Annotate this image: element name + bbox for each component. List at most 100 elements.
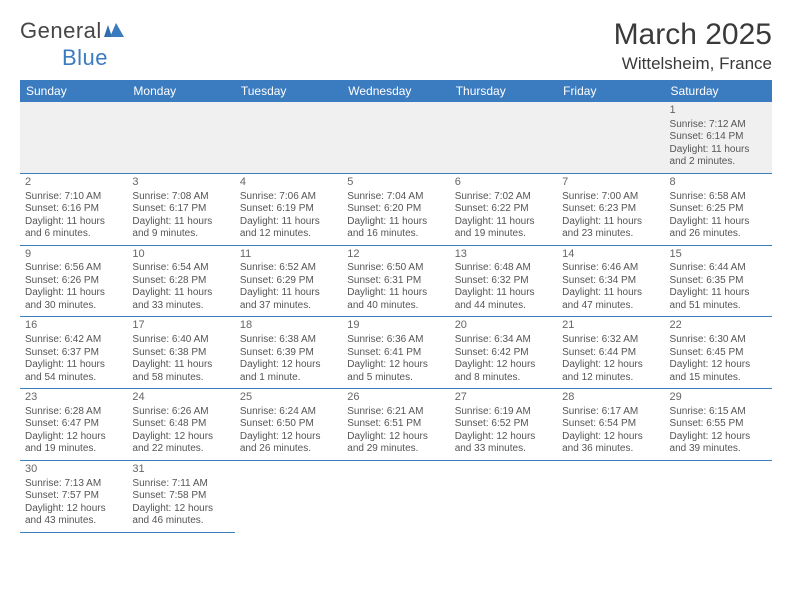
sunset-line: Sunset: 6:29 PM <box>240 275 337 288</box>
day-number: 11 <box>240 248 337 262</box>
day-number: 23 <box>25 391 122 405</box>
daylight-line: Daylight: 11 hours and 23 minutes. <box>562 216 659 241</box>
sunrise-line: Sunrise: 7:04 AM <box>347 191 444 204</box>
calendar-cell: 31Sunrise: 7:11 AMSunset: 7:58 PMDayligh… <box>127 460 234 532</box>
calendar-cell <box>557 460 664 532</box>
daylight-line: Daylight: 11 hours and 6 minutes. <box>25 216 122 241</box>
daylight-line: Daylight: 12 hours and 33 minutes. <box>455 431 552 456</box>
daylight-line: Daylight: 12 hours and 22 minutes. <box>132 431 229 456</box>
sunrise-line: Sunrise: 6:30 AM <box>670 334 767 347</box>
day-number: 3 <box>132 176 229 190</box>
daylight-line: Daylight: 12 hours and 46 minutes. <box>132 503 229 528</box>
calendar-cell <box>342 460 449 532</box>
sunrise-line: Sunrise: 7:08 AM <box>132 191 229 204</box>
page-title: March 2025 <box>614 18 772 52</box>
sunset-line: Sunset: 6:32 PM <box>455 275 552 288</box>
sunrise-line: Sunrise: 7:10 AM <box>25 191 122 204</box>
sunset-line: Sunset: 6:34 PM <box>562 275 659 288</box>
sunset-line: Sunset: 6:45 PM <box>670 347 767 360</box>
daylight-line: Daylight: 11 hours and 51 minutes. <box>670 287 767 312</box>
sunset-line: Sunset: 6:48 PM <box>132 418 229 431</box>
day-header: Wednesday <box>342 80 449 102</box>
calendar-cell: 13Sunrise: 6:48 AMSunset: 6:32 PMDayligh… <box>450 245 557 317</box>
sunset-line: Sunset: 6:35 PM <box>670 275 767 288</box>
daylight-line: Daylight: 11 hours and 12 minutes. <box>240 216 337 241</box>
sunrise-line: Sunrise: 6:50 AM <box>347 262 444 275</box>
calendar-cell: 6Sunrise: 7:02 AMSunset: 6:22 PMDaylight… <box>450 173 557 245</box>
day-number: 20 <box>455 319 552 333</box>
daylight-line: Daylight: 11 hours and 40 minutes. <box>347 287 444 312</box>
calendar-cell: 12Sunrise: 6:50 AMSunset: 6:31 PMDayligh… <box>342 245 449 317</box>
sunset-line: Sunset: 6:50 PM <box>240 418 337 431</box>
day-header: Monday <box>127 80 234 102</box>
calendar-cell: 25Sunrise: 6:24 AMSunset: 6:50 PMDayligh… <box>235 389 342 461</box>
calendar-cell: 21Sunrise: 6:32 AMSunset: 6:44 PMDayligh… <box>557 317 664 389</box>
day-header: Tuesday <box>235 80 342 102</box>
day-number: 15 <box>670 248 767 262</box>
calendar-cell <box>450 102 557 173</box>
daylight-line: Daylight: 11 hours and 19 minutes. <box>455 216 552 241</box>
calendar-cell: 14Sunrise: 6:46 AMSunset: 6:34 PMDayligh… <box>557 245 664 317</box>
day-number: 18 <box>240 319 337 333</box>
day-number: 6 <box>455 176 552 190</box>
calendar-cell: 8Sunrise: 6:58 AMSunset: 6:25 PMDaylight… <box>665 173 772 245</box>
sunset-line: Sunset: 6:47 PM <box>25 418 122 431</box>
calendar-week-row: 9Sunrise: 6:56 AMSunset: 6:26 PMDaylight… <box>20 245 772 317</box>
calendar-cell <box>557 102 664 173</box>
calendar-cell: 20Sunrise: 6:34 AMSunset: 6:42 PMDayligh… <box>450 317 557 389</box>
calendar-week-row: 23Sunrise: 6:28 AMSunset: 6:47 PMDayligh… <box>20 389 772 461</box>
sunset-line: Sunset: 6:44 PM <box>562 347 659 360</box>
sunrise-line: Sunrise: 6:40 AM <box>132 334 229 347</box>
calendar-week-row: 1Sunrise: 7:12 AMSunset: 6:14 PMDaylight… <box>20 102 772 173</box>
day-number: 19 <box>347 319 444 333</box>
daylight-line: Daylight: 12 hours and 12 minutes. <box>562 359 659 384</box>
daylight-line: Daylight: 12 hours and 15 minutes. <box>670 359 767 384</box>
day-number: 22 <box>670 319 767 333</box>
sunrise-line: Sunrise: 7:00 AM <box>562 191 659 204</box>
day-header: Saturday <box>665 80 772 102</box>
day-number: 31 <box>132 463 229 477</box>
calendar-cell <box>450 460 557 532</box>
sunset-line: Sunset: 6:14 PM <box>670 131 767 144</box>
day-number: 1 <box>670 104 767 118</box>
daylight-line: Daylight: 11 hours and 33 minutes. <box>132 287 229 312</box>
sunrise-line: Sunrise: 6:54 AM <box>132 262 229 275</box>
header: General Blue March 2025 Wittelsheim, Fra… <box>20 18 772 74</box>
sunset-line: Sunset: 6:41 PM <box>347 347 444 360</box>
daylight-line: Daylight: 11 hours and 44 minutes. <box>455 287 552 312</box>
calendar-cell <box>235 460 342 532</box>
calendar-cell: 2Sunrise: 7:10 AMSunset: 6:16 PMDaylight… <box>20 173 127 245</box>
sunset-line: Sunset: 6:38 PM <box>132 347 229 360</box>
sunset-line: Sunset: 6:31 PM <box>347 275 444 288</box>
day-number: 24 <box>132 391 229 405</box>
sunrise-line: Sunrise: 6:15 AM <box>670 406 767 419</box>
calendar-cell: 30Sunrise: 7:13 AMSunset: 7:57 PMDayligh… <box>20 460 127 532</box>
calendar-cell: 9Sunrise: 6:56 AMSunset: 6:26 PMDaylight… <box>20 245 127 317</box>
calendar-cell: 7Sunrise: 7:00 AMSunset: 6:23 PMDaylight… <box>557 173 664 245</box>
calendar-cell: 26Sunrise: 6:21 AMSunset: 6:51 PMDayligh… <box>342 389 449 461</box>
daylight-line: Daylight: 11 hours and 16 minutes. <box>347 216 444 241</box>
calendar-cell: 19Sunrise: 6:36 AMSunset: 6:41 PMDayligh… <box>342 317 449 389</box>
sunset-line: Sunset: 6:55 PM <box>670 418 767 431</box>
sunrise-line: Sunrise: 6:24 AM <box>240 406 337 419</box>
logo-flag-icon <box>104 19 126 45</box>
daylight-line: Daylight: 11 hours and 54 minutes. <box>25 359 122 384</box>
sunrise-line: Sunrise: 6:58 AM <box>670 191 767 204</box>
calendar-week-row: 16Sunrise: 6:42 AMSunset: 6:37 PMDayligh… <box>20 317 772 389</box>
calendar-cell: 11Sunrise: 6:52 AMSunset: 6:29 PMDayligh… <box>235 245 342 317</box>
day-number: 30 <box>25 463 122 477</box>
daylight-line: Daylight: 12 hours and 1 minute. <box>240 359 337 384</box>
daylight-line: Daylight: 11 hours and 58 minutes. <box>132 359 229 384</box>
calendar-week-row: 2Sunrise: 7:10 AMSunset: 6:16 PMDaylight… <box>20 173 772 245</box>
daylight-line: Daylight: 11 hours and 26 minutes. <box>670 216 767 241</box>
sunset-line: Sunset: 6:16 PM <box>25 203 122 216</box>
sunrise-line: Sunrise: 6:42 AM <box>25 334 122 347</box>
daylight-line: Daylight: 12 hours and 5 minutes. <box>347 359 444 384</box>
sunrise-line: Sunrise: 7:02 AM <box>455 191 552 204</box>
daylight-line: Daylight: 12 hours and 26 minutes. <box>240 431 337 456</box>
calendar-cell: 10Sunrise: 6:54 AMSunset: 6:28 PMDayligh… <box>127 245 234 317</box>
sunrise-line: Sunrise: 6:17 AM <box>562 406 659 419</box>
day-number: 2 <box>25 176 122 190</box>
day-number: 25 <box>240 391 337 405</box>
day-header: Friday <box>557 80 664 102</box>
